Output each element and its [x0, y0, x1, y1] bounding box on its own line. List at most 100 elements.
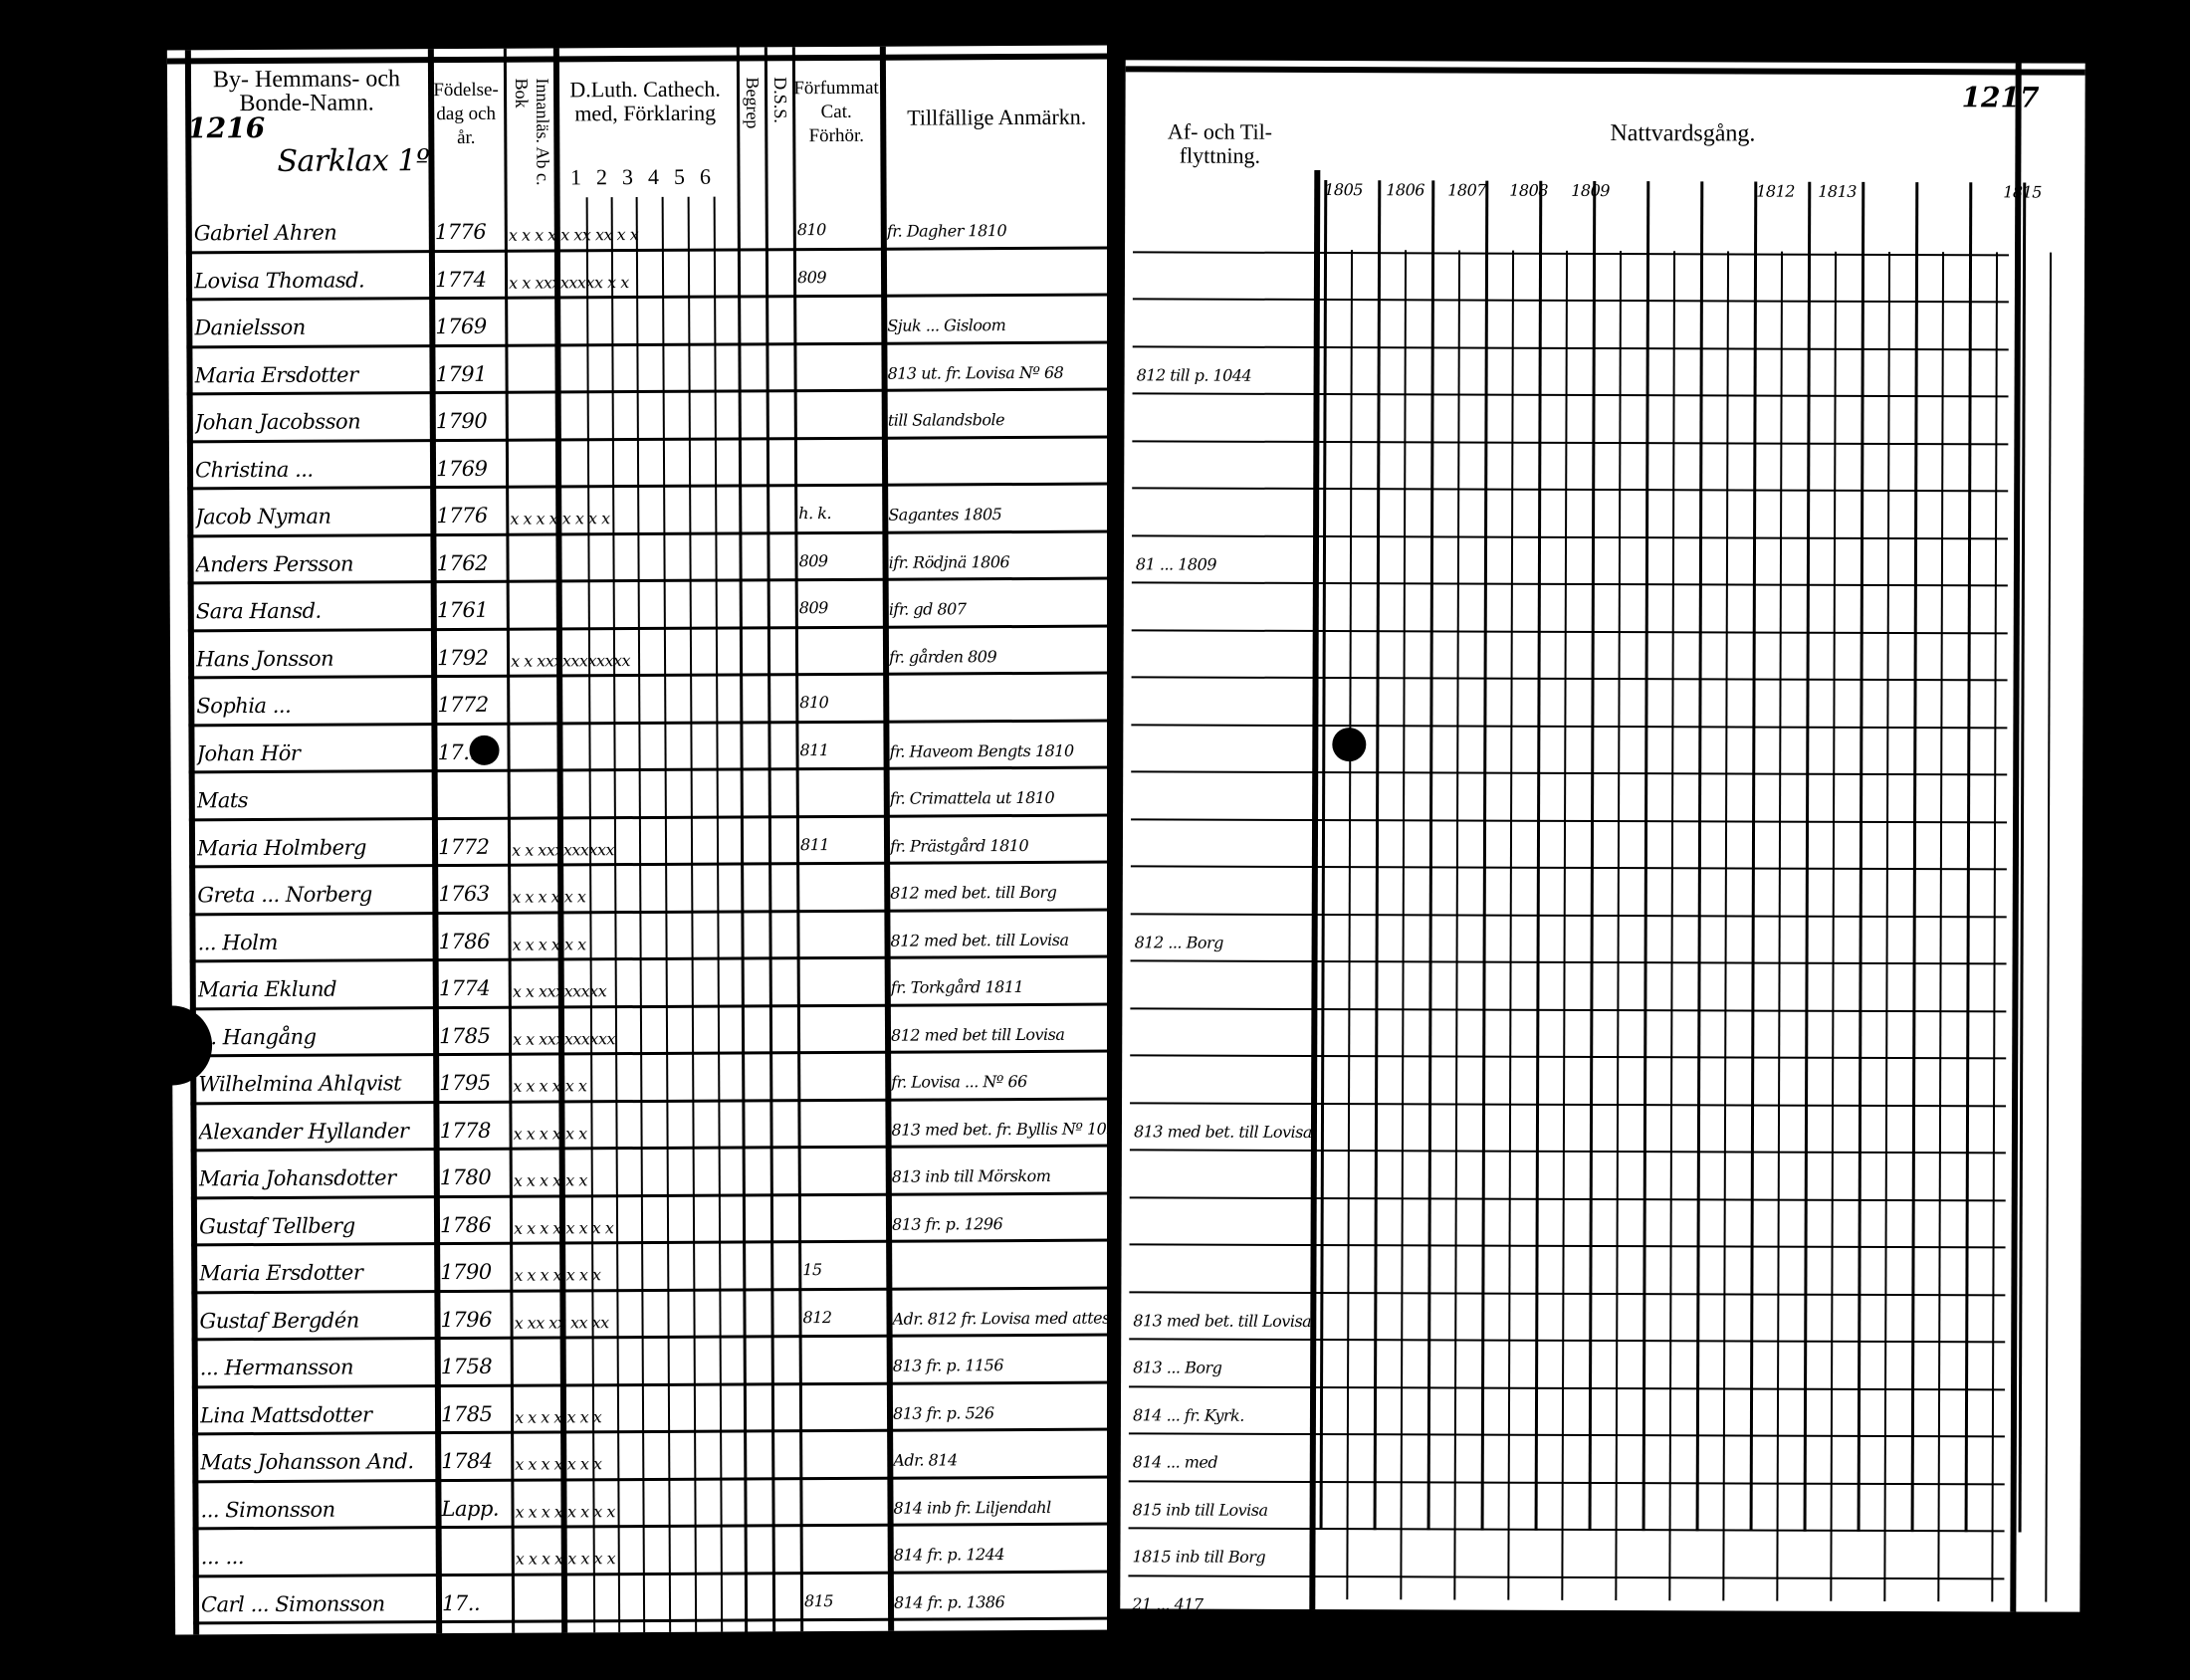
right-register-page: Af- och Til- flyttning. Nattvardsgång. 121… [1120, 60, 2085, 1627]
communion-column-rule [1400, 250, 1408, 1600]
catechism-part-label: 4 [647, 163, 660, 189]
person-name: Jacob Nyman [195, 504, 331, 529]
remark-entry: Sjuk ... Gisloom [887, 315, 1006, 335]
person-name: Hans Jonsson [195, 646, 334, 671]
person-name: Mats Johansson And. [200, 1449, 414, 1475]
row-rule [1128, 1621, 2005, 1627]
remark-entry: till Salandsbole [887, 410, 1005, 430]
row-rule [1131, 581, 2008, 587]
row-rule [1131, 817, 2008, 823]
catechism-part-label: 6 [699, 163, 712, 189]
row-rule [1128, 1479, 2005, 1485]
remark-entry: 814 inb fr. Liljendahl [893, 1497, 1051, 1518]
catechism-marks [509, 319, 736, 320]
remark-entry: fr. Prästgård 1810 [889, 835, 1029, 856]
communion-column-rule [1534, 180, 1543, 1531]
remark-entry: 814 fr. p. 1386 [893, 1591, 1005, 1612]
catechism-marks: x x xxxxxxxxx [512, 1028, 616, 1049]
catechism-marks [512, 744, 739, 745]
communion-column-rule [1319, 180, 1328, 1531]
person-name: Gustaf Tellberg [198, 1213, 355, 1238]
move-entry [1134, 1168, 1311, 1169]
row-rule [188, 765, 1115, 774]
communion-column-rule [1561, 250, 1569, 1600]
catechism-marks: x x xxxxxxxx x x [509, 272, 629, 293]
communion-column-rule [1722, 251, 1730, 1601]
remark-entry: 813 med bet. fr. Byllis Nº 105 [891, 1119, 1113, 1140]
communion-column-rule [1480, 180, 1489, 1531]
move-entry [1134, 1216, 1311, 1217]
row-rule [188, 813, 1115, 821]
move-entry [1135, 743, 1312, 744]
row-rule [190, 1144, 1117, 1153]
row-rule [192, 1522, 1119, 1531]
move-entry: 81 ... 1809 [1135, 553, 1217, 574]
person-name: Greta ... Norberg [197, 882, 372, 908]
header-birth: Födelse-dag och år. [433, 79, 499, 148]
move-entry [1134, 1074, 1311, 1075]
remark-entry [887, 268, 1108, 269]
row-rule [1132, 344, 2009, 350]
catechism-marks: x x x x x x [513, 1123, 587, 1144]
header-reading: Innanläs. Ab c. Bok [511, 78, 553, 186]
remark-entry: 813 fr. p. 1296 [891, 1213, 1003, 1234]
move-entry [1137, 271, 1314, 272]
row-rule [186, 387, 1113, 396]
person-name: Johan Hör [196, 740, 301, 765]
row-rule [1129, 1243, 2006, 1249]
move-entry [1136, 412, 1313, 413]
move-entry [1133, 1263, 1310, 1264]
remark-entry: ifr. gd 807 [888, 599, 967, 619]
communion-column-rule [1910, 182, 1919, 1533]
remark-entry: 812 med bet till Lovisa [890, 1024, 1065, 1045]
move-entry [1135, 790, 1312, 791]
header-moves: Af- och Til- flyttning. [1167, 118, 1273, 168]
birth-year: Lapp. [441, 1496, 500, 1521]
remark-entry: Sagantes 1805 [888, 505, 1002, 525]
communion-year: 1805 [1324, 180, 1364, 200]
ink-blot [131, 1005, 213, 1086]
row-rule [191, 1333, 1118, 1342]
row-rule [1130, 1054, 2007, 1060]
catechism-marks: x x xxxxxxxxxxx [511, 650, 631, 671]
header-communion: Nattvardsgång. [1610, 120, 1756, 147]
row-rule [1132, 439, 2009, 445]
forhor-entry: 811 [799, 739, 829, 759]
catechism-marks [510, 414, 737, 415]
communion-column-rule [1642, 181, 1650, 1532]
top-rule [1125, 66, 2085, 76]
row-rule [1132, 487, 2009, 493]
move-entry [1134, 979, 1311, 980]
catechism-marks: x x x x x x x x [513, 1217, 614, 1238]
communion-column-rule [1749, 181, 1758, 1532]
catechism-marks [515, 1359, 742, 1360]
remark-entry: fr. Haveom Bengts 1810 [889, 740, 1074, 761]
person-name: ... Hermansson [199, 1355, 354, 1380]
person-name: Wilhelmina Ahlqvist [198, 1071, 402, 1097]
row-rule [190, 1097, 1117, 1105]
birth-year: 1772 [437, 692, 489, 718]
catechism-marks [516, 1595, 743, 1596]
birth-year: 1774 [438, 975, 491, 1001]
person-name: Sophia ... [196, 693, 292, 719]
forhor-entry: 811 [799, 834, 830, 854]
catechism-marks: x x x x x x x x [510, 509, 610, 528]
row-rule [189, 860, 1116, 869]
remark-entry: fr. Lovisa ... Nº 66 [891, 1071, 1027, 1092]
forhor-entry: 810 [799, 693, 829, 713]
move-entry [1136, 507, 1313, 508]
communion-year: 1812 [1756, 181, 1796, 201]
birth-year: 1763 [438, 881, 490, 907]
move-entry: 813 med bet. till Lovisa [1133, 1121, 1311, 1142]
row-rule [1130, 865, 2007, 871]
row-rule [186, 435, 1113, 443]
birth-year: 1795 [439, 1070, 491, 1096]
row-rule [190, 1049, 1117, 1058]
remark-entry [889, 694, 1110, 695]
move-entry: 813 med bet. till Lovisa [1133, 1310, 1311, 1331]
row-rule [1128, 1527, 2005, 1533]
catechism-marks: x x x x x x [512, 887, 586, 907]
catechism-marks: x x x x x x x x [515, 1549, 616, 1569]
move-entry [1135, 838, 1312, 839]
row-rule [190, 1191, 1117, 1199]
